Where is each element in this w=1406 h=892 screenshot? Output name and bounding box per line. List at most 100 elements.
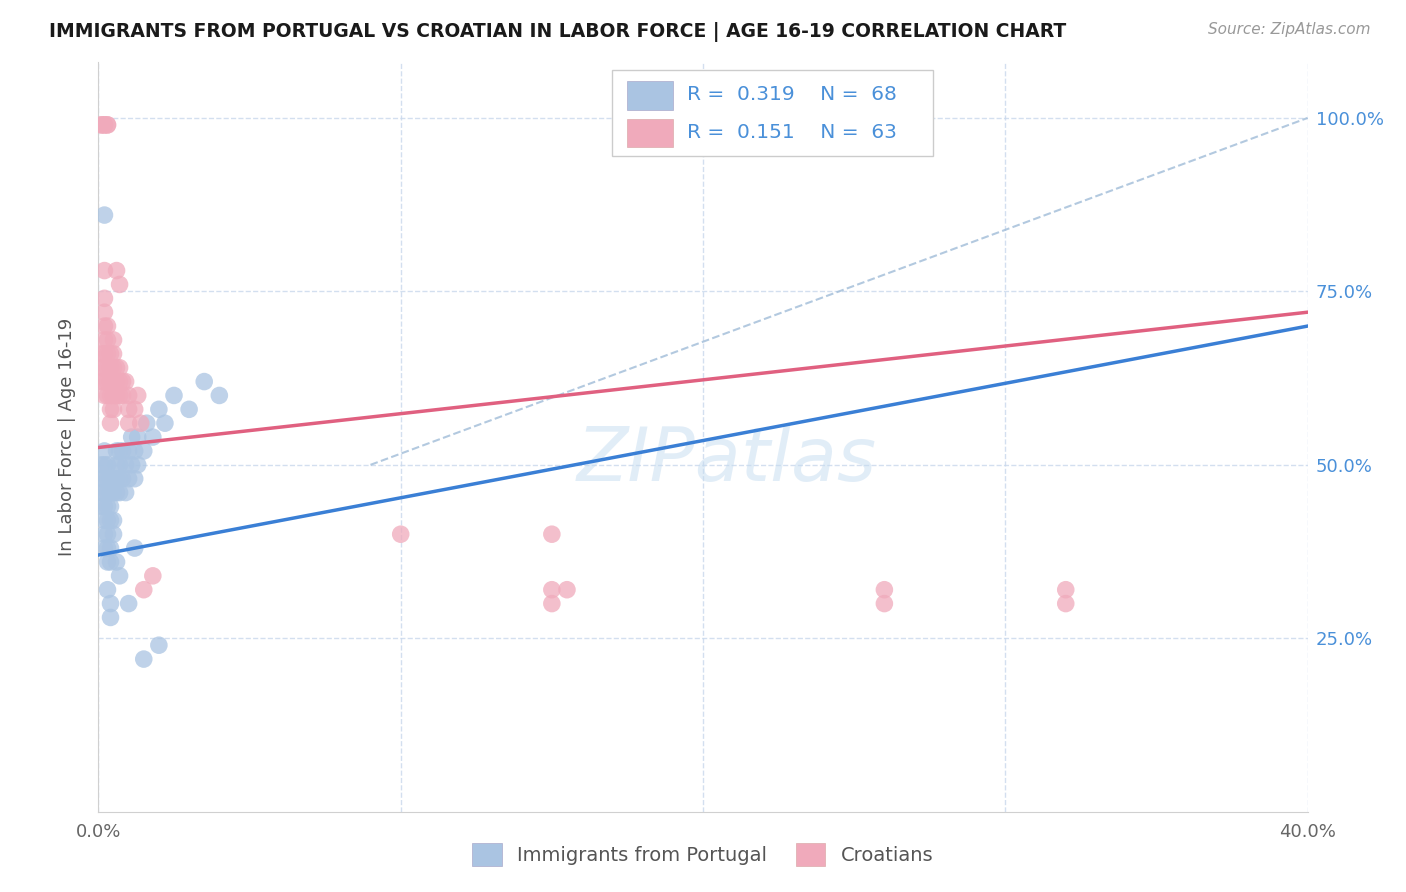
Point [90, 472, 112, 486]
Point [96, 360, 118, 375]
Point [108, 472, 131, 486]
Point [93, 118, 115, 132]
Point [93, 319, 115, 334]
Point [103, 347, 125, 361]
Point [124, 444, 146, 458]
Point [114, 458, 136, 472]
Point [132, 444, 155, 458]
Point [96, 513, 118, 527]
Point [105, 388, 128, 402]
Point [93, 333, 115, 347]
Point [555, 582, 578, 597]
Point [389, 527, 412, 541]
Point [93, 263, 115, 277]
Point [103, 375, 125, 389]
Point [96, 472, 118, 486]
Point [1054, 582, 1077, 597]
Point [153, 416, 176, 430]
Point [540, 527, 562, 541]
Point [90, 500, 112, 514]
Point [96, 347, 118, 361]
Point [142, 569, 165, 583]
Point [93, 485, 115, 500]
Point [103, 360, 125, 375]
Point [108, 569, 131, 583]
Point [118, 444, 141, 458]
Point [96, 458, 118, 472]
Point [93, 472, 115, 486]
Point [111, 472, 134, 486]
FancyBboxPatch shape [627, 81, 672, 110]
Point [148, 402, 170, 417]
Point [540, 597, 562, 611]
Point [100, 347, 122, 361]
Point [93, 347, 115, 361]
Point [105, 444, 128, 458]
Point [118, 597, 141, 611]
Point [90, 485, 112, 500]
Point [105, 472, 128, 486]
Text: R =  0.319    N =  68: R = 0.319 N = 68 [688, 85, 897, 104]
Point [90, 118, 112, 132]
Point [193, 375, 215, 389]
Point [873, 582, 896, 597]
Point [93, 500, 115, 514]
Point [93, 458, 115, 472]
Point [105, 555, 128, 569]
Legend: Immigrants from Portugal, Croatians: Immigrants from Portugal, Croatians [464, 835, 942, 873]
Point [540, 582, 562, 597]
Point [93, 118, 115, 132]
Point [103, 333, 125, 347]
Point [90, 118, 112, 132]
Point [103, 388, 125, 402]
Point [121, 458, 143, 472]
Point [118, 402, 141, 417]
Point [118, 416, 141, 430]
Point [100, 375, 122, 389]
Point [100, 416, 122, 430]
Point [108, 375, 131, 389]
Point [103, 513, 125, 527]
Point [100, 541, 122, 555]
Point [96, 527, 118, 541]
Point [108, 458, 131, 472]
Point [208, 388, 231, 402]
Point [111, 388, 134, 402]
Point [93, 527, 115, 541]
Text: R =  0.151    N =  63: R = 0.151 N = 63 [688, 122, 897, 142]
Point [93, 305, 115, 319]
Point [103, 527, 125, 541]
Point [873, 597, 896, 611]
Point [100, 360, 122, 375]
Point [114, 375, 136, 389]
Point [100, 472, 122, 486]
Point [127, 458, 149, 472]
Point [90, 458, 112, 472]
Point [100, 388, 122, 402]
Point [103, 472, 125, 486]
Point [111, 375, 134, 389]
Point [100, 500, 122, 514]
Y-axis label: In Labor Force | Age 16-19: In Labor Force | Age 16-19 [58, 318, 76, 557]
Point [93, 513, 115, 527]
Point [96, 555, 118, 569]
Point [124, 402, 146, 417]
Point [100, 555, 122, 569]
Point [103, 485, 125, 500]
Point [132, 582, 155, 597]
Point [103, 402, 125, 417]
Point [90, 347, 112, 361]
Point [111, 444, 134, 458]
Point [108, 277, 131, 292]
Point [179, 402, 201, 417]
Point [100, 485, 122, 500]
Text: ZIPatlas: ZIPatlas [576, 424, 877, 496]
Point [105, 375, 128, 389]
Point [118, 388, 141, 402]
Point [96, 118, 118, 132]
Point [96, 500, 118, 514]
Point [93, 375, 115, 389]
Point [121, 430, 143, 444]
Point [93, 388, 115, 402]
Point [100, 513, 122, 527]
